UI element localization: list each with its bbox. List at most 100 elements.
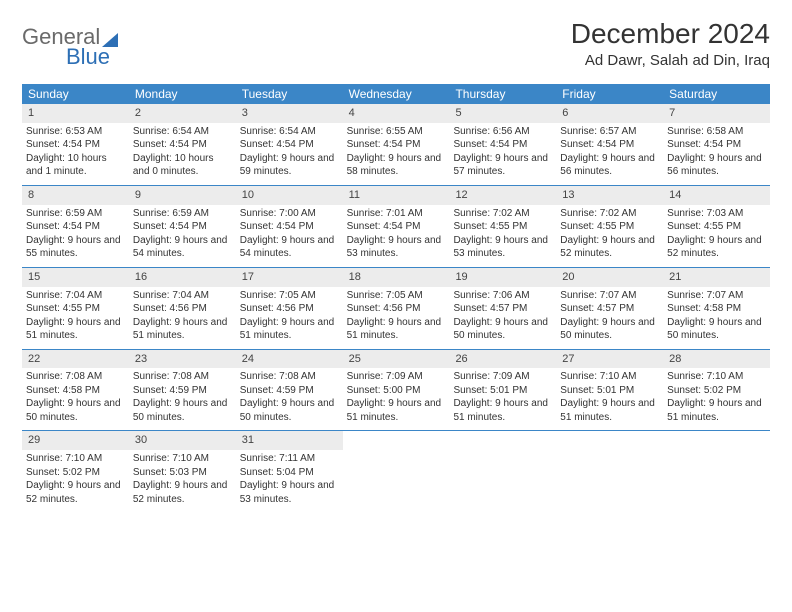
week-row: 1Sunrise: 6:53 AMSunset: 4:54 PMDaylight… bbox=[22, 104, 770, 186]
sunrise-line: Sunrise: 7:08 AM bbox=[236, 370, 343, 384]
day-cell: 11Sunrise: 7:01 AMSunset: 4:54 PMDayligh… bbox=[343, 186, 450, 267]
sunset-line: Sunset: 4:54 PM bbox=[663, 138, 770, 152]
daylight-line: Daylight: 9 hours and 50 minutes. bbox=[663, 316, 770, 343]
day-cell: 13Sunrise: 7:02 AMSunset: 4:55 PMDayligh… bbox=[556, 186, 663, 267]
day-cell: 15Sunrise: 7:04 AMSunset: 4:55 PMDayligh… bbox=[22, 268, 129, 349]
sunset-line: Sunset: 4:54 PM bbox=[22, 220, 129, 234]
sunset-line: Sunset: 4:54 PM bbox=[22, 138, 129, 152]
day-cell: 22Sunrise: 7:08 AMSunset: 4:58 PMDayligh… bbox=[22, 350, 129, 431]
day-number: 5 bbox=[449, 104, 556, 123]
sunrise-line: Sunrise: 7:00 AM bbox=[236, 207, 343, 221]
day-cell: 9Sunrise: 6:59 AMSunset: 4:54 PMDaylight… bbox=[129, 186, 236, 267]
sunrise-line: Sunrise: 7:11 AM bbox=[236, 452, 343, 466]
day-number: 15 bbox=[22, 268, 129, 287]
daylight-line: Daylight: 9 hours and 50 minutes. bbox=[556, 316, 663, 343]
day-cell: 5Sunrise: 6:56 AMSunset: 4:54 PMDaylight… bbox=[449, 104, 556, 185]
sunrise-line: Sunrise: 7:10 AM bbox=[556, 370, 663, 384]
sunrise-line: Sunrise: 7:10 AM bbox=[129, 452, 236, 466]
day-number: 20 bbox=[556, 268, 663, 287]
sunset-line: Sunset: 4:54 PM bbox=[343, 138, 450, 152]
sunrise-line: Sunrise: 6:57 AM bbox=[556, 125, 663, 139]
day-cell-empty bbox=[663, 431, 770, 512]
day-cell-empty bbox=[343, 431, 450, 512]
sunrise-line: Sunrise: 7:03 AM bbox=[663, 207, 770, 221]
sunrise-line: Sunrise: 7:10 AM bbox=[22, 452, 129, 466]
daylight-line: Daylight: 9 hours and 56 minutes. bbox=[556, 152, 663, 179]
daylight-line: Daylight: 9 hours and 56 minutes. bbox=[663, 152, 770, 179]
sunrise-line: Sunrise: 7:09 AM bbox=[449, 370, 556, 384]
sunrise-line: Sunrise: 7:05 AM bbox=[343, 289, 450, 303]
week-row: 8Sunrise: 6:59 AMSunset: 4:54 PMDaylight… bbox=[22, 186, 770, 268]
dow-cell: Friday bbox=[556, 84, 663, 104]
sunset-line: Sunset: 5:01 PM bbox=[449, 384, 556, 398]
daylight-line: Daylight: 9 hours and 51 minutes. bbox=[343, 397, 450, 424]
sunset-line: Sunset: 4:54 PM bbox=[556, 138, 663, 152]
daylight-line: Daylight: 9 hours and 53 minutes. bbox=[449, 234, 556, 261]
day-cell: 21Sunrise: 7:07 AMSunset: 4:58 PMDayligh… bbox=[663, 268, 770, 349]
sunrise-line: Sunrise: 7:08 AM bbox=[129, 370, 236, 384]
sunset-line: Sunset: 4:56 PM bbox=[343, 302, 450, 316]
day-cell: 24Sunrise: 7:08 AMSunset: 4:59 PMDayligh… bbox=[236, 350, 343, 431]
daylight-line: Daylight: 9 hours and 51 minutes. bbox=[236, 316, 343, 343]
logo: GeneralBlue bbox=[22, 18, 118, 70]
sunrise-line: Sunrise: 6:53 AM bbox=[22, 125, 129, 139]
sunrise-line: Sunrise: 7:04 AM bbox=[22, 289, 129, 303]
sunset-line: Sunset: 4:57 PM bbox=[449, 302, 556, 316]
sunset-line: Sunset: 4:54 PM bbox=[449, 138, 556, 152]
week-row: 22Sunrise: 7:08 AMSunset: 4:58 PMDayligh… bbox=[22, 350, 770, 432]
daylight-line: Daylight: 9 hours and 58 minutes. bbox=[343, 152, 450, 179]
sunrise-line: Sunrise: 6:54 AM bbox=[236, 125, 343, 139]
day-cell: 23Sunrise: 7:08 AMSunset: 4:59 PMDayligh… bbox=[129, 350, 236, 431]
sunrise-line: Sunrise: 6:59 AM bbox=[22, 207, 129, 221]
sunset-line: Sunset: 4:56 PM bbox=[129, 302, 236, 316]
sunset-line: Sunset: 4:54 PM bbox=[236, 220, 343, 234]
day-number: 3 bbox=[236, 104, 343, 123]
daylight-line: Daylight: 9 hours and 52 minutes. bbox=[129, 479, 236, 506]
day-number: 25 bbox=[343, 350, 450, 369]
sunset-line: Sunset: 4:55 PM bbox=[663, 220, 770, 234]
dow-cell: Tuesday bbox=[236, 84, 343, 104]
daylight-line: Daylight: 9 hours and 53 minutes. bbox=[343, 234, 450, 261]
day-number: 8 bbox=[22, 186, 129, 205]
day-of-week-header: SundayMondayTuesdayWednesdayThursdayFrid… bbox=[22, 84, 770, 104]
location-text: Ad Dawr, Salah ad Din, Iraq bbox=[571, 52, 770, 69]
sunset-line: Sunset: 4:54 PM bbox=[236, 138, 343, 152]
dow-cell: Monday bbox=[129, 84, 236, 104]
sunrise-line: Sunrise: 7:05 AM bbox=[236, 289, 343, 303]
logo-text-blue: Blue bbox=[66, 44, 110, 69]
sunrise-line: Sunrise: 7:02 AM bbox=[556, 207, 663, 221]
sunrise-line: Sunrise: 7:09 AM bbox=[343, 370, 450, 384]
sunrise-line: Sunrise: 7:01 AM bbox=[343, 207, 450, 221]
sunrise-line: Sunrise: 6:54 AM bbox=[129, 125, 236, 139]
daylight-line: Daylight: 10 hours and 1 minute. bbox=[22, 152, 129, 179]
day-number: 19 bbox=[449, 268, 556, 287]
daylight-line: Daylight: 9 hours and 51 minutes. bbox=[343, 316, 450, 343]
sunrise-line: Sunrise: 6:59 AM bbox=[129, 207, 236, 221]
daylight-line: Daylight: 9 hours and 51 minutes. bbox=[22, 316, 129, 343]
sunset-line: Sunset: 4:58 PM bbox=[22, 384, 129, 398]
daylight-line: Daylight: 9 hours and 52 minutes. bbox=[22, 479, 129, 506]
day-number: 6 bbox=[556, 104, 663, 123]
sunset-line: Sunset: 4:54 PM bbox=[129, 138, 236, 152]
day-cell: 3Sunrise: 6:54 AMSunset: 4:54 PMDaylight… bbox=[236, 104, 343, 185]
dow-cell: Thursday bbox=[449, 84, 556, 104]
day-cell: 18Sunrise: 7:05 AMSunset: 4:56 PMDayligh… bbox=[343, 268, 450, 349]
day-number: 16 bbox=[129, 268, 236, 287]
title-block: December 2024 Ad Dawr, Salah ad Din, Ira… bbox=[571, 18, 770, 69]
dow-cell: Sunday bbox=[22, 84, 129, 104]
daylight-line: Daylight: 9 hours and 50 minutes. bbox=[449, 316, 556, 343]
daylight-line: Daylight: 9 hours and 50 minutes. bbox=[129, 397, 236, 424]
daylight-line: Daylight: 9 hours and 51 minutes. bbox=[129, 316, 236, 343]
day-cell: 8 Sunrise: 6:59 AMSunset: 4:54 PMDaylight… bbox=[22, 186, 129, 267]
sunset-line: Sunset: 5:00 PM bbox=[343, 384, 450, 398]
day-number: 22 bbox=[22, 350, 129, 369]
day-cell-empty bbox=[556, 431, 663, 512]
daylight-line: Daylight: 9 hours and 55 minutes. bbox=[22, 234, 129, 261]
daylight-line: Daylight: 9 hours and 50 minutes. bbox=[22, 397, 129, 424]
day-number: 27 bbox=[556, 350, 663, 369]
day-number: 11 bbox=[343, 186, 450, 205]
daylight-line: Daylight: 9 hours and 52 minutes. bbox=[663, 234, 770, 261]
day-cell: 12Sunrise: 7:02 AMSunset: 4:55 PMDayligh… bbox=[449, 186, 556, 267]
sunset-line: Sunset: 4:56 PM bbox=[236, 302, 343, 316]
day-number: 10 bbox=[236, 186, 343, 205]
